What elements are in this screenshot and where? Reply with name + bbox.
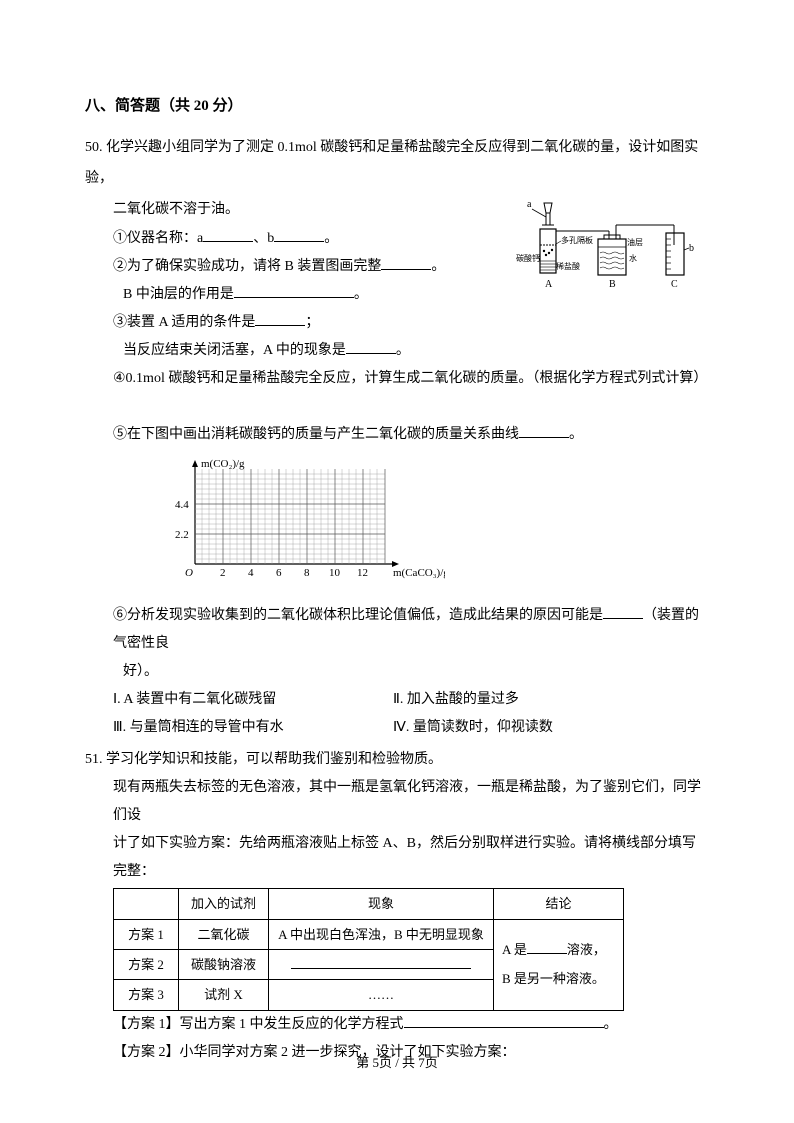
r2c2: 碳酸钠溶液 [179, 949, 269, 979]
r3c1: 方案 3 [114, 980, 179, 1010]
conclusion-cell: A 是 溶液， B 是另一种溶液。 [494, 919, 624, 1010]
xtick: 10 [329, 567, 341, 579]
q51-fa1: 【方案 1】写出方案 1 中发生反应的化学方程式 。 [85, 1011, 709, 1039]
blank [346, 340, 396, 354]
q51-num: 51. [85, 752, 103, 767]
q50-intro: 50. 化学兴趣小组同学为了测定 0.1mol 碳酸钙和足量稀盐酸完全反应得到二… [85, 133, 709, 195]
q50-p3d: 。 [396, 343, 410, 358]
r3c3: …… [269, 980, 494, 1010]
graph: m(CO₂)/g [165, 454, 709, 597]
q51-l2: 现有两瓶失去标签的无色溶液，其中一瓶是氢氧化钙溶液，一瓶是稀盐酸，为了鉴别它们，… [85, 774, 709, 830]
question-50: 50. 化学兴趣小组同学为了测定 0.1mol 碳酸钙和足量稀盐酸完全反应得到二… [85, 133, 709, 742]
q50-p3b: ； [305, 315, 319, 330]
label-C: C [671, 279, 678, 290]
apparatus-diagram: a 多孔隔板 碳酸钙 稀盐酸 [514, 195, 719, 295]
blank [603, 605, 643, 619]
question-51: 51. 学习化学知识和技能，可以帮助我们鉴别和检验物质。 现有两瓶失去标签的无色… [85, 746, 709, 1067]
q51-l3: 计了如下实验方案：先给两瓶溶液贴上标签 A、B，然后分别取样进行实验。请将横线部… [85, 830, 709, 886]
opt4: Ⅳ. 量筒读数时，仰视读数 [393, 714, 553, 742]
label-A: A [545, 279, 553, 290]
r1c1: 方案 1 [114, 919, 179, 949]
q50-p2a: ②为了确保实验成功，请将 B 装置图画完整 [113, 259, 381, 274]
q50-p5a: ⑤在下图中画出消耗碳酸钙的质量与产生二氧化碳的质量关系曲线 [113, 427, 519, 442]
table-row: 方案 1 二氧化碳 A 中出现白色浑浊，B 中无明显现象 A 是溶液， B 是另… [114, 919, 624, 949]
q50-p5b: 。 [569, 427, 583, 442]
q50-p4: ④0.1mol 碳酸钙和足量稀盐酸完全反应，计算生成二氧化碳的质量。（根据化学方… [85, 365, 709, 393]
q50-intro-text: 化学兴趣小组同学为了测定 0.1mol 碳酸钙和足量稀盐酸完全反应得到二氧化碳的… [85, 140, 698, 186]
q50-p2b: 。 [431, 259, 445, 274]
q50-p3c: 当反应结束关闭活塞，A 中的现象是 [123, 343, 346, 358]
opt3: Ⅲ. 与量筒相连的导管中有水 [113, 714, 393, 742]
q50-p3c-line: 当反应结束关闭活塞，A 中的现象是 。 [85, 337, 709, 365]
graph-ylabel: m(CO₂)/g [201, 458, 245, 470]
blank [274, 228, 324, 242]
xtick: 6 [276, 567, 282, 579]
section-title: 八、简答题（共 20 分） [85, 90, 709, 123]
q50-p2c: B 中油层的作用是 [123, 287, 234, 302]
xtick: 4 [248, 567, 254, 579]
q50-p6: ⑥分析发现实验收集到的二氧化碳体积比理论值偏低，造成此结果的原因可能是（装置的气… [85, 602, 709, 658]
blank [519, 424, 569, 438]
q50-p3: ③装置 A 适用的条件是 ； [85, 309, 709, 337]
table-row: 加入的试剂 现象 结论 [114, 889, 624, 919]
label-a: a [527, 199, 532, 210]
q50-p6a: ⑥分析发现实验收集到的二氧化碳体积比理论值偏低，造成此结果的原因可能是 [113, 608, 603, 623]
th-blank [114, 889, 179, 919]
opt2: Ⅱ. 加入盐酸的量过多 [393, 686, 519, 714]
q50-p1c: 。 [324, 231, 338, 246]
q50-p3a: ③装置 A 适用的条件是 [113, 315, 255, 330]
label-porous: 多孔隔板 [561, 235, 593, 245]
page-footer: 第 5页 / 共 7页 [0, 1049, 794, 1078]
q50-num: 50. [85, 140, 103, 155]
options-row-1: Ⅰ. A 装置中有二氧化碳残留 Ⅱ. 加入盐酸的量过多 [85, 686, 709, 714]
ytick: 4.4 [175, 499, 189, 511]
q50-p2d: 。 [354, 287, 368, 302]
r1c2: 二氧化碳 [179, 919, 269, 949]
r2c1: 方案 2 [114, 949, 179, 979]
r1c3: A 中出现白色浑浊，B 中无明显现象 [269, 919, 494, 949]
label-caco3: 碳酸钙 [516, 253, 540, 263]
xtick: 12 [357, 567, 368, 579]
blank [527, 940, 567, 954]
conc2: 溶液， [567, 942, 606, 957]
blank [381, 256, 431, 270]
q51-intro: 51. 学习化学知识和技能，可以帮助我们鉴别和检验物质。 [85, 746, 709, 774]
th-conclusion: 结论 [494, 889, 624, 919]
q50-p5: ⑤在下图中画出消耗碳酸钙的质量与产生二氧化碳的质量关系曲线 。 [85, 421, 709, 449]
label-oil: 油层 [627, 237, 643, 247]
blank [255, 312, 305, 326]
r3c2: 试剂 X [179, 980, 269, 1010]
blank [291, 955, 471, 969]
r2c3 [269, 949, 494, 979]
fa1a: 【方案 1】写出方案 1 中发生反应的化学方程式 [113, 1017, 404, 1032]
th-reagent: 加入的试剂 [179, 889, 269, 919]
label-b: b [689, 243, 694, 254]
q50-p6c: 好）。 [85, 658, 709, 686]
xtick: 2 [220, 567, 226, 579]
q50-p1a: ①仪器名称：a [113, 231, 203, 246]
label-B: B [609, 279, 616, 290]
ytick: 2.2 [175, 529, 189, 541]
blank [234, 284, 354, 298]
conc3: B 是另一种溶液。 [502, 971, 605, 986]
label-water: 水 [629, 253, 637, 263]
xtick: 8 [304, 567, 310, 579]
blank [404, 1014, 604, 1028]
q50-p1b: 、b [253, 231, 274, 246]
fa1b: 。 [604, 1017, 618, 1032]
options-row-2: Ⅲ. 与量筒相连的导管中有水 Ⅳ. 量筒读数时，仰视读数 [85, 714, 709, 742]
graph-xlabel: m(CaCO₃)/g [393, 567, 445, 579]
th-phenomenon: 现象 [269, 889, 494, 919]
q51-intro-text: 学习化学知识和技能，可以帮助我们鉴别和检验物质。 [106, 752, 442, 767]
spacer [85, 393, 709, 421]
experiment-table: 加入的试剂 现象 结论 方案 1 二氧化碳 A 中出现白色浑浊，B 中无明显现象… [113, 888, 624, 1011]
blank [203, 228, 253, 242]
label-hcl: 稀盐酸 [556, 261, 580, 271]
conc1: A 是 [502, 942, 527, 957]
opt1: Ⅰ. A 装置中有二氧化碳残留 [113, 686, 393, 714]
origin: O [185, 567, 193, 579]
